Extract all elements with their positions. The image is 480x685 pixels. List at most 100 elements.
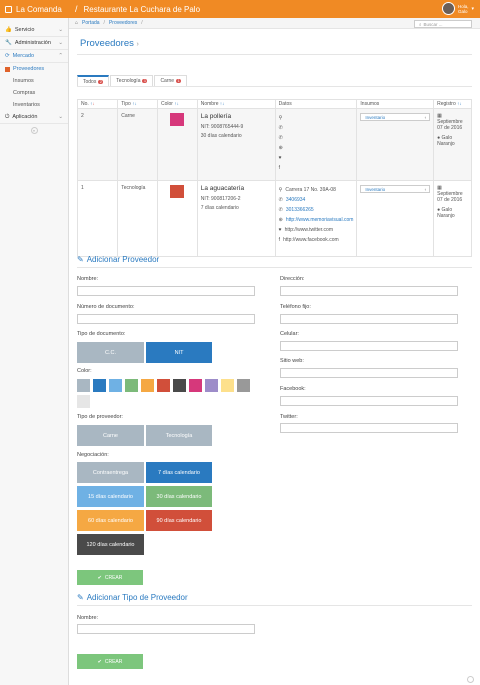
mobile-icon: ✆ bbox=[278, 135, 283, 141]
sidebar-item-inventarios[interactable]: Inventarios bbox=[0, 99, 68, 111]
neg-option-7-dias[interactable]: 7 días calendario bbox=[146, 462, 212, 483]
edit-icon: ✎ bbox=[77, 255, 84, 264]
sidebar-item-insumos[interactable]: Insumos bbox=[0, 75, 68, 87]
twitter-icon: ♥ bbox=[278, 155, 282, 161]
search-input[interactable]: ⌕ Buscar ... bbox=[414, 20, 472, 28]
table-row[interactable]: 2 Carne La pollería NIT: 9008765444-9 30… bbox=[76, 108, 472, 181]
color-option[interactable] bbox=[109, 379, 122, 392]
celular-field[interactable] bbox=[280, 341, 458, 351]
neg-option-15-dias[interactable]: 15 días calendario bbox=[77, 486, 144, 507]
user-menu[interactable]: Hola, Galo ▾ bbox=[441, 2, 474, 15]
check-icon: ✔ bbox=[97, 658, 102, 665]
provider-name[interactable]: La aguacatería bbox=[200, 185, 245, 192]
sort-icon[interactable]: ↑↓ bbox=[132, 101, 137, 106]
brand[interactable]: La Comanda bbox=[0, 5, 69, 14]
column-header-tipo[interactable]: Tipo ↑↓ bbox=[117, 99, 159, 109]
color-option[interactable] bbox=[173, 379, 186, 392]
scroll-top-icon[interactable] bbox=[467, 676, 474, 683]
nombre-tipo-field[interactable] bbox=[77, 624, 255, 634]
neg-option-30-dias[interactable]: 30 días calendario bbox=[146, 486, 212, 507]
color-option[interactable] bbox=[221, 379, 234, 392]
color-swatch bbox=[170, 185, 185, 198]
sidebar-item-administracion[interactable]: 🔧 Administración ⌄ bbox=[0, 37, 68, 50]
column-header-no[interactable]: No. ↑↓ bbox=[76, 99, 119, 109]
thumbs-up-icon: 👍 bbox=[5, 27, 12, 33]
numero-documento-field[interactable] bbox=[77, 314, 255, 324]
cell-registro: ▦ Septiembre 07 de 2016 ● Galo Naranjo bbox=[433, 180, 472, 257]
cell-datos: ⚲ ✆ ✆ ⊕ ♥ f bbox=[274, 108, 358, 181]
breadcrumb-current[interactable]: Proveedores bbox=[108, 20, 138, 26]
sitio-web-field[interactable] bbox=[280, 368, 458, 378]
color-option[interactable] bbox=[125, 379, 138, 392]
map-marker-icon: ⚲ bbox=[278, 187, 283, 193]
neg-option-contraentrega[interactable]: Contraentrega bbox=[77, 462, 144, 483]
cell-color bbox=[157, 180, 198, 257]
crear-tipo-button[interactable]: ✔ CREAR bbox=[77, 654, 143, 669]
cell-no: 2 bbox=[76, 108, 119, 181]
neg-option-60-dias[interactable]: 60 días calendario bbox=[77, 510, 144, 531]
sort-icon[interactable]: ↑↓ bbox=[90, 101, 95, 106]
twitter-field[interactable] bbox=[280, 423, 458, 433]
telefono-field[interactable] bbox=[280, 314, 458, 324]
sidebar-item-mercado[interactable]: ⟳ Mercado ⌃ bbox=[0, 50, 68, 63]
sort-icon[interactable]: ↑↓ bbox=[219, 101, 225, 106]
color-option[interactable] bbox=[157, 379, 170, 392]
neg-option-120-dias[interactable]: 120 días calendario bbox=[77, 534, 144, 555]
column-header-registro[interactable]: Registro ↑↓ bbox=[433, 99, 472, 109]
cell-insumos: Inventario ‹ bbox=[356, 108, 435, 181]
column-header-insumos: Insumos bbox=[356, 99, 435, 109]
column-header-color[interactable]: Color ↑↓ bbox=[157, 99, 198, 109]
column-header-nombre[interactable]: Nombre ↑↓ bbox=[196, 99, 276, 109]
facebook-field[interactable] bbox=[280, 396, 458, 406]
twitter-icon: ♥ bbox=[278, 227, 282, 233]
label-twitter: Twitter: bbox=[280, 414, 298, 420]
chevron-right-icon: ‹ bbox=[424, 186, 427, 192]
direccion-field[interactable] bbox=[280, 286, 458, 296]
facebook-icon: f bbox=[278, 237, 281, 243]
home-icon: ⌂ bbox=[75, 20, 79, 26]
sidebar-item-proveedores[interactable]: Proveedores bbox=[0, 63, 68, 75]
color-option[interactable] bbox=[93, 379, 106, 392]
doc-option-cc[interactable]: C.C. bbox=[77, 342, 144, 363]
edit-icon bbox=[5, 5, 12, 13]
sidebar-item-servicio[interactable]: 👍 Servicio ⌄ bbox=[0, 24, 68, 37]
table-row[interactable]: 1 Tecnología La aguacatería NIT: 9008172… bbox=[76, 180, 472, 257]
prov-option-tecnologia[interactable]: Tecnología bbox=[146, 425, 212, 446]
label-color: Color: bbox=[77, 368, 92, 374]
nombre-field[interactable] bbox=[77, 286, 255, 296]
color-option[interactable] bbox=[189, 379, 202, 392]
neg-option-90-dias[interactable]: 90 días calendario bbox=[146, 510, 212, 531]
chevron-down-icon: ⌄ bbox=[58, 40, 63, 46]
color-option[interactable] bbox=[205, 379, 218, 392]
user-icon: ● bbox=[437, 207, 441, 213]
cell-tipo: Carne bbox=[117, 108, 159, 181]
tab-carne[interactable]: Carne 1 bbox=[154, 75, 188, 86]
sidebar-item-aplicacion[interactable]: ⏻ Aplicación ⌄ bbox=[0, 111, 68, 124]
tab-tecnologia[interactable]: Tecnología 1 bbox=[110, 75, 154, 86]
tab-todos[interactable]: Todos 2 bbox=[77, 75, 110, 86]
sort-icon[interactable]: ↑↓ bbox=[174, 101, 179, 106]
collapse-sidebar-icon[interactable]: « bbox=[30, 127, 38, 134]
cell-datos: ⚲ Carrera 17 No. 39A-08 ✆ 3406934 ✆ 3013366… bbox=[274, 180, 358, 257]
wrench-icon: 🔧 bbox=[5, 40, 12, 46]
breadcrumb-home[interactable]: Portada bbox=[82, 20, 100, 26]
crear-proveedor-button[interactable]: ✔ CREAR bbox=[77, 570, 143, 585]
color-option[interactable] bbox=[237, 379, 250, 392]
doc-option-nit[interactable]: NIT bbox=[146, 342, 212, 363]
insumos-select[interactable]: Inventario ‹ bbox=[360, 185, 431, 193]
label-facebook: Facebook: bbox=[280, 386, 306, 392]
insumos-select[interactable]: Inventario ‹ bbox=[360, 113, 431, 121]
globe-icon: ⊕ bbox=[278, 217, 283, 223]
prov-option-carne[interactable]: Carne bbox=[77, 425, 144, 446]
sort-icon[interactable]: ↑↓ bbox=[457, 101, 462, 106]
provider-name[interactable]: La pollería bbox=[200, 113, 232, 120]
sidebar-item-compras[interactable]: Compras bbox=[0, 87, 68, 99]
brand-name: La Comanda bbox=[16, 4, 62, 14]
color-option[interactable] bbox=[141, 379, 154, 392]
sidebar-item-label: Insumos bbox=[13, 78, 34, 84]
header-separator: / bbox=[75, 4, 78, 14]
label-num-doc: Número de documento: bbox=[77, 304, 135, 310]
edit-icon: ✎ bbox=[77, 593, 84, 602]
color-option[interactable] bbox=[77, 395, 90, 408]
color-option[interactable] bbox=[77, 379, 90, 392]
